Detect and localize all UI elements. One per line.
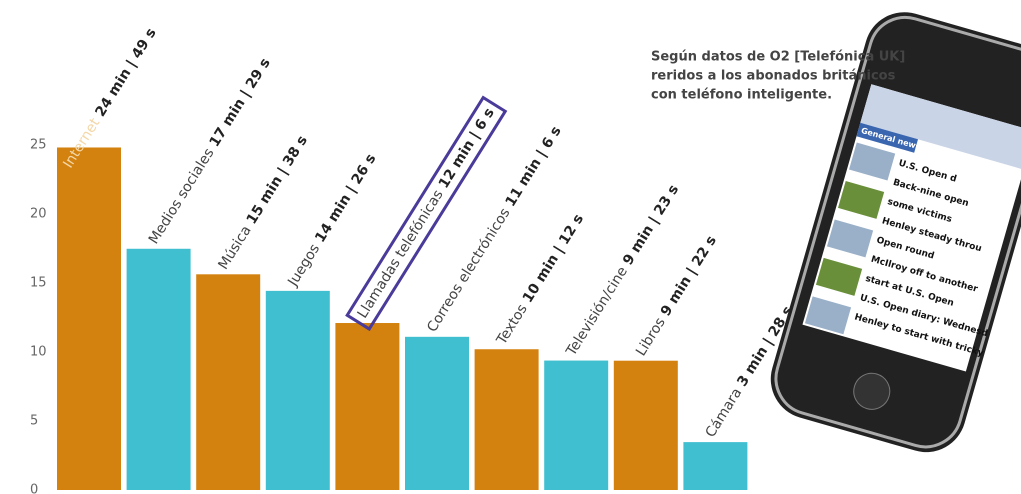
category-label: Cámara bbox=[703, 385, 746, 440]
phone-rim bbox=[774, 15, 1021, 449]
value-label: 11 min | 6 s bbox=[503, 124, 565, 210]
value-label: 15 min | 38 s bbox=[244, 133, 311, 227]
phone-thumb bbox=[815, 257, 863, 296]
bar bbox=[126, 248, 191, 490]
bar-label-group: Textos10 min | 12 s bbox=[493, 211, 587, 348]
phone-thumb bbox=[838, 180, 885, 219]
bar bbox=[683, 442, 748, 490]
annotation-line: reridos a los abonados británicos bbox=[651, 69, 896, 84]
annotation-line: con teléfono inteligente. bbox=[651, 88, 832, 103]
bar-label: Textos10 min | 12 s bbox=[493, 211, 587, 348]
bar-label: Correos electrónicos11 min | 6 s bbox=[424, 124, 564, 335]
value-label: 12 min | 6 s bbox=[436, 105, 498, 191]
bar-label-group: Televisión/cine9 min | 23 s bbox=[563, 182, 682, 360]
bar bbox=[544, 360, 609, 490]
bar bbox=[405, 336, 469, 490]
y-tick-label: 5 bbox=[30, 414, 38, 429]
y-tick-label: 20 bbox=[30, 207, 47, 222]
bar-label-group: Música15 min | 38 s bbox=[215, 133, 311, 273]
y-tick-label: 0 bbox=[30, 483, 38, 494]
phone-tab bbox=[856, 122, 919, 153]
bar-label-group: Correos electrónicos11 min | 6 s bbox=[424, 124, 564, 335]
category-label: Juegos bbox=[284, 241, 323, 290]
bar bbox=[613, 360, 678, 490]
bar-label: Juegos14 min | 26 s bbox=[284, 151, 379, 290]
value-label: 9 min | 23 s bbox=[620, 182, 682, 268]
category-label: Textos bbox=[493, 302, 531, 349]
bar bbox=[265, 290, 330, 490]
phone-thumb bbox=[804, 296, 852, 335]
value-label: 17 min | 29 s bbox=[207, 55, 274, 149]
value-label: 10 min | 12 s bbox=[520, 211, 587, 305]
annotation-line: Según datos de O2 [Telefónica UK] bbox=[651, 50, 905, 65]
value-label: 14 min | 26 s bbox=[312, 151, 379, 245]
bar-label-group: Juegos14 min | 26 s bbox=[284, 151, 379, 290]
category-label: Correos electrónicos bbox=[424, 205, 513, 335]
phone-thumb bbox=[849, 142, 896, 181]
bar bbox=[335, 323, 400, 490]
category-label: Medios sociales bbox=[146, 146, 218, 247]
phone-thumb bbox=[826, 219, 874, 258]
category-label: Televisión/cine bbox=[563, 264, 631, 360]
bar-label-group: Llamadas telefónicas12 min | 6 s bbox=[345, 95, 508, 332]
category-label: Llamadas telefónicas bbox=[355, 187, 447, 321]
category-label: Música bbox=[215, 223, 254, 273]
phone-button bbox=[853, 372, 891, 410]
y-tick-label: 10 bbox=[30, 345, 47, 360]
bar-label: Música15 min | 38 s bbox=[215, 133, 311, 273]
value-label: 9 min | 22 s bbox=[658, 233, 720, 319]
category-label: Libros bbox=[633, 315, 669, 359]
bar-label: Libros9 min | 22 s bbox=[633, 233, 720, 359]
y-tick-label: 25 bbox=[30, 138, 47, 153]
annotation: Según datos de O2 [Telefónica UK] reridos… bbox=[651, 50, 905, 103]
y-tick-label: 15 bbox=[30, 276, 47, 291]
bar-label-group: Libros9 min | 22 s bbox=[633, 233, 720, 359]
highlight-box bbox=[345, 95, 508, 332]
bar-label: Televisión/cine9 min | 23 s bbox=[563, 182, 682, 360]
value-label: 24 min | 49 s bbox=[92, 25, 159, 119]
phone-header bbox=[860, 84, 1021, 170]
bar-label: Llamadas telefónicas12 min | 6 s bbox=[355, 105, 498, 321]
bar bbox=[57, 147, 121, 490]
bar bbox=[196, 274, 261, 490]
bar bbox=[474, 349, 539, 490]
